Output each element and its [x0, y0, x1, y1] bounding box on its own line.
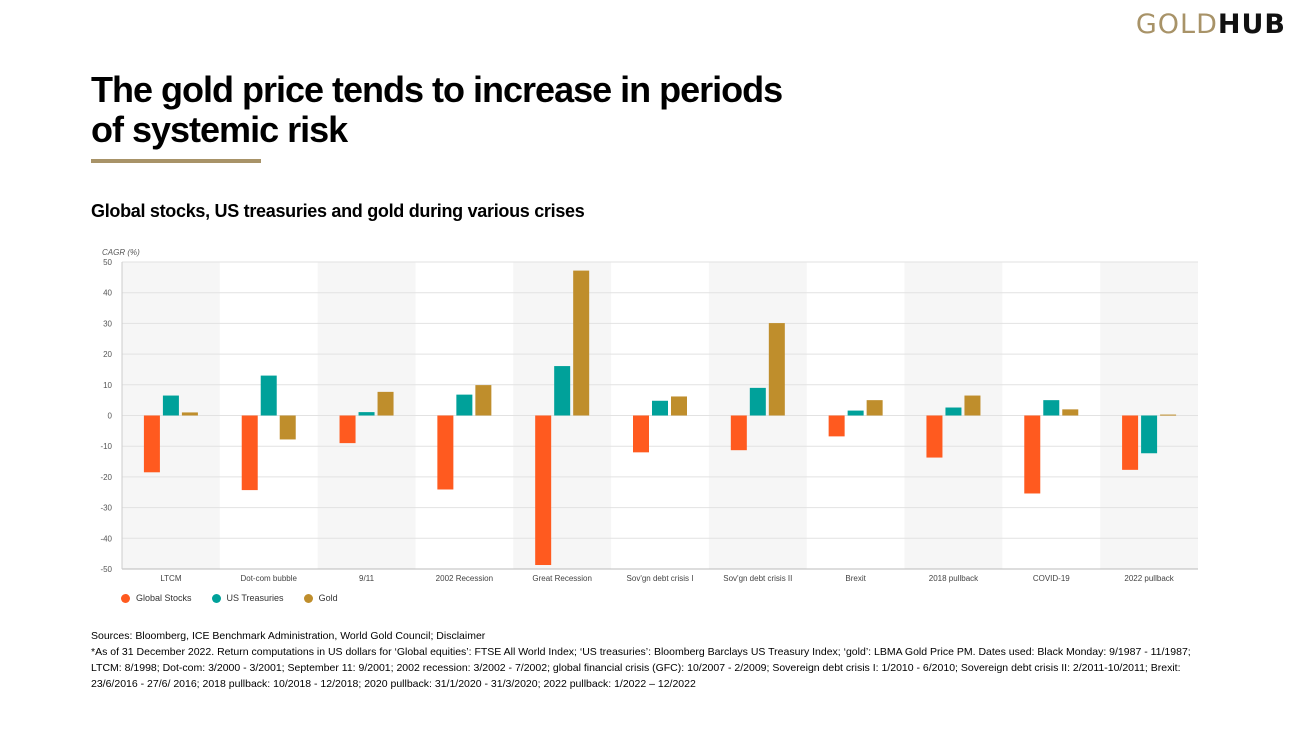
legend-label: Gold	[318, 593, 338, 603]
legend-label: US Treasuries	[226, 593, 284, 603]
x-tick-labels: LTCM Dot-com bubble 9/11 2002 Recession Grea…	[160, 574, 1174, 583]
bar-gold	[475, 385, 492, 416]
footnotes: Sources: Bloomberg, ICE Benchmark Admini…	[91, 628, 1201, 692]
y-tick-label: 0	[108, 412, 113, 421]
bar-us-treasuries	[652, 400, 668, 416]
bar-gold	[1062, 409, 1079, 416]
bar-gold	[1160, 414, 1177, 416]
y-tick-label: -20	[100, 473, 112, 482]
bar-gold	[671, 396, 687, 416]
bar-global-stocks	[339, 415, 356, 444]
bar-gold	[279, 415, 296, 440]
bar-us-treasuries	[162, 395, 179, 416]
bar-us-treasuries	[945, 407, 962, 416]
bar-global-stocks	[143, 415, 160, 473]
bar-gold	[768, 323, 785, 416]
bar-us-treasuries	[749, 387, 766, 416]
bar-us-treasuries	[1141, 415, 1158, 454]
bar-global-stocks	[926, 415, 943, 458]
legend-swatch-global-stocks	[121, 593, 130, 603]
bar-global-stocks	[437, 415, 454, 490]
x-tick-label: Brexit	[845, 574, 866, 583]
y-tick-label: -10	[100, 442, 112, 451]
x-tick-label: 2002 Recession	[436, 574, 493, 583]
x-tick-label: LTCM	[160, 574, 182, 583]
legend-swatch-us-treasuries	[211, 593, 221, 603]
y-tick-label: 10	[103, 381, 112, 390]
y-tick-label: 50	[103, 258, 112, 267]
bar-global-stocks	[730, 415, 747, 451]
bar-global-stocks	[633, 415, 649, 453]
chart-subtitle: Global stocks, US treasuries and gold du…	[91, 201, 585, 221]
bars	[143, 270, 1177, 566]
legend-swatch-gold	[303, 593, 313, 603]
legend-item-gold[interactable]: Gold	[303, 593, 338, 603]
bar-global-stocks	[828, 415, 845, 437]
x-tick-label: 2018 pullback	[929, 574, 979, 583]
bar-gold	[181, 412, 198, 416]
y-tick-label: 30	[103, 319, 112, 328]
chart-legend: Global Stocks US Treasuries Gold	[121, 593, 338, 603]
y-tick-labels: 50 40 30 20 10 0 -10 -20 -30 -40 -50	[100, 258, 112, 574]
bar-gold	[866, 400, 883, 416]
bar-us-treasuries	[456, 394, 473, 416]
y-tick-label: -50	[100, 565, 112, 574]
legend-item-us-treasuries[interactable]: US Treasuries	[211, 593, 284, 603]
bar-gold	[377, 391, 394, 416]
legend-item-global-stocks[interactable]: Global Stocks	[121, 593, 192, 603]
x-tick-label: Sov'gn debt crisis I	[627, 574, 694, 583]
bar-global-stocks	[1122, 415, 1139, 470]
bar-gold	[573, 270, 590, 416]
bar-us-treasuries	[1043, 400, 1060, 416]
goldhub-logo[interactable]: GOLDHUB	[1136, 9, 1286, 40]
x-tick-label: 2022 pullback	[1124, 574, 1174, 583]
y-tick-label: 40	[103, 289, 112, 298]
bar-us-treasuries	[260, 375, 277, 416]
bar-us-treasuries	[554, 366, 571, 416]
y-axis-label: CAGR (%)	[102, 248, 140, 257]
x-tick-label: Sov'gn debt crisis II	[723, 574, 792, 583]
legend-label: Global Stocks	[136, 593, 192, 603]
bar-global-stocks	[535, 415, 552, 566]
x-tick-label: 9/11	[359, 574, 375, 583]
logo-hub-text: HUB	[1217, 9, 1286, 40]
y-tick-label: -40	[100, 534, 112, 543]
sources-text: Sources: Bloomberg, ICE Benchmark Admini…	[91, 630, 486, 642]
bar-global-stocks	[241, 415, 258, 491]
bar-us-treasuries	[358, 412, 375, 416]
x-tick-label: COVID-19	[1033, 574, 1070, 583]
x-tick-label: Dot-com bubble	[240, 574, 297, 583]
bar-gold	[964, 395, 981, 416]
footnote-text: *As of 31 December 2022. Return computat…	[91, 646, 1191, 690]
bar-us-treasuries	[847, 410, 864, 416]
bar-global-stocks	[1024, 415, 1041, 494]
logo-gold-text: GOLD	[1135, 9, 1218, 40]
page-title: The gold price tends to increase in peri…	[91, 69, 783, 150]
x-tick-label: Great Recession	[532, 574, 592, 583]
y-tick-label: -30	[100, 504, 112, 513]
bar-chart: 50 40 30 20 10 0 -10 -20 -30 -40 -50 CAGR (%) LTCM…	[100, 248, 1198, 583]
y-tick-label: 20	[103, 350, 112, 359]
title-underline	[91, 159, 261, 163]
